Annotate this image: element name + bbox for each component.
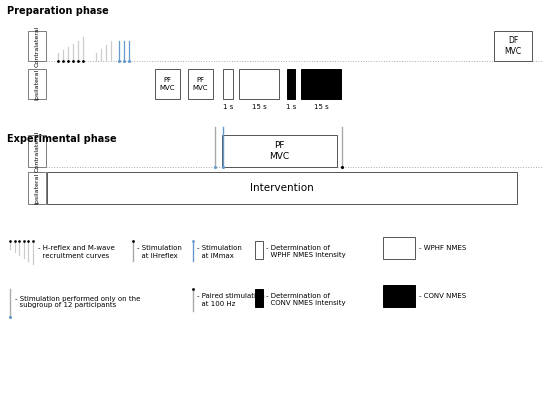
- Bar: [301, 69, 341, 99]
- Text: Ipsilateral: Ipsilateral: [35, 172, 40, 203]
- Text: - Stimulation
  at IMmax: - Stimulation at IMmax: [197, 245, 242, 259]
- Bar: [255, 289, 263, 307]
- Bar: [28, 135, 46, 167]
- Text: Contralateral: Contralateral: [35, 25, 40, 67]
- Text: Experimental phase: Experimental phase: [7, 134, 117, 144]
- Text: - H-reflex and M-wave
  recruitment curves: - H-reflex and M-wave recruitment curves: [37, 245, 114, 259]
- Text: Contralateral: Contralateral: [35, 130, 40, 172]
- Bar: [28, 172, 46, 204]
- Text: - Stimulation
  at IHreflex: - Stimulation at IHreflex: [137, 245, 182, 259]
- Bar: [155, 69, 180, 99]
- Text: - Stimulation performed only on the
  subgroup of 12 participants: - Stimulation performed only on the subg…: [15, 296, 140, 308]
- Text: 15 s: 15 s: [252, 104, 266, 110]
- Text: 1 s: 1 s: [223, 104, 233, 110]
- Bar: [255, 241, 263, 259]
- Bar: [494, 31, 532, 61]
- Bar: [47, 172, 517, 204]
- Bar: [383, 237, 415, 259]
- Text: Preparation phase: Preparation phase: [7, 6, 109, 16]
- Text: 15 s: 15 s: [314, 104, 328, 110]
- Text: - Paired stimulation
  at 100 Hz: - Paired stimulation at 100 Hz: [197, 294, 265, 306]
- Text: PF
MVC: PF MVC: [160, 77, 175, 91]
- Text: Intervention: Intervention: [250, 183, 314, 193]
- Bar: [383, 285, 415, 307]
- Bar: [239, 69, 279, 99]
- Text: DF
MVC: DF MVC: [504, 36, 521, 56]
- Text: 1 s: 1 s: [286, 104, 296, 110]
- Bar: [287, 69, 295, 99]
- Bar: [28, 31, 46, 61]
- Text: PF
MVC: PF MVC: [270, 141, 289, 161]
- Text: - CONV NMES: - CONV NMES: [419, 293, 466, 299]
- Text: Ipsilateral: Ipsilateral: [35, 69, 40, 100]
- Text: - WPHF NMES: - WPHF NMES: [419, 245, 466, 251]
- Text: - Determination of
  CONV NMES intensity: - Determination of CONV NMES intensity: [266, 294, 345, 306]
- Bar: [188, 69, 213, 99]
- Bar: [223, 69, 233, 99]
- Text: - Determination of
  WPHF NMES intensity: - Determination of WPHF NMES intensity: [266, 245, 346, 259]
- Bar: [222, 135, 337, 167]
- Bar: [28, 69, 46, 99]
- Text: PF
MVC: PF MVC: [192, 77, 208, 91]
